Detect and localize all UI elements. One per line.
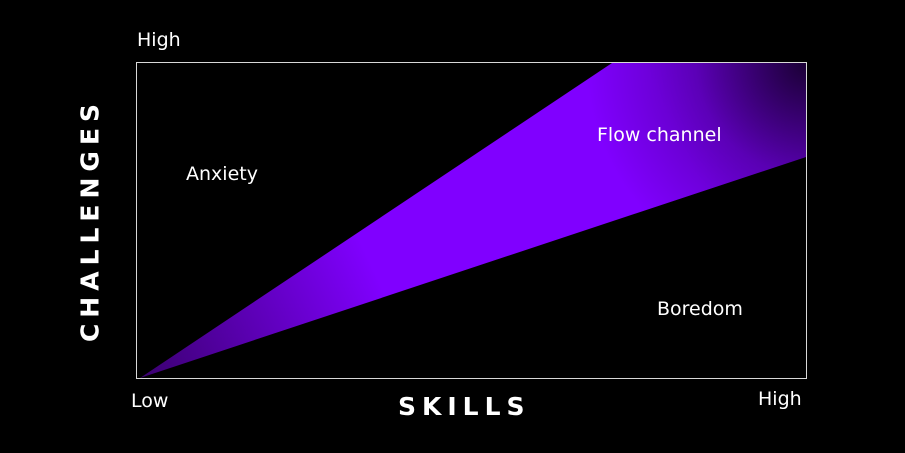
boredom-region-label: Boredom — [657, 298, 743, 320]
x-axis-title: SKILLS — [398, 392, 531, 421]
x-axis-high-label: High — [758, 388, 802, 410]
y-axis-title: CHALLENGES — [75, 97, 105, 343]
plot-frame — [136, 62, 807, 379]
flow-channel-band — [140, 63, 806, 378]
anxiety-region-label: Anxiety — [186, 163, 258, 185]
x-axis-low-label: Low — [131, 390, 169, 412]
flow-channel-label: Flow channel — [597, 124, 722, 146]
y-axis-high-label: High — [137, 29, 181, 51]
